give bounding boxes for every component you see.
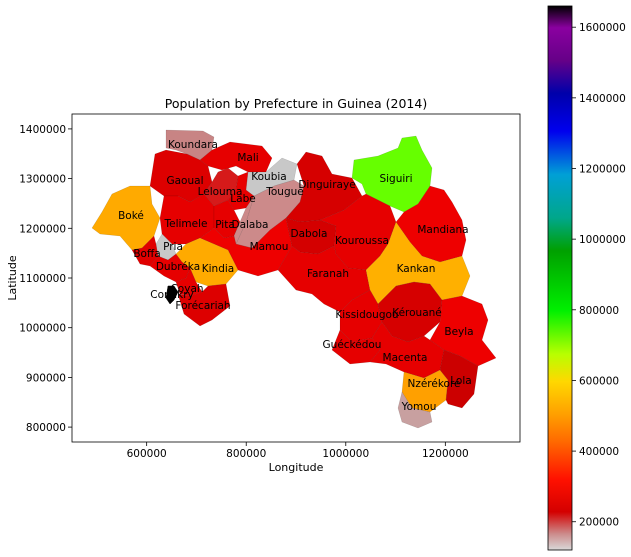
region-label-boffa: Boffa [133,248,160,260]
y-tick-label: 1100000 [19,273,66,285]
region-label-nz-r-kor-: Nzérékoré [407,378,460,390]
colorbar-tick-label: 400000 [579,446,619,458]
x-tick-label: 1200000 [422,448,469,460]
region-label-siguiri: Siguiri [379,173,412,185]
region-label-kindia: Kindia [202,263,234,275]
region-label-gu-ck-dou: Guéckédou [323,339,382,351]
colorbar-tick-label: 200000 [579,517,619,529]
y-tick-label: 800000 [26,422,66,434]
region-boffa [131,235,159,267]
region-label-macenta: Macenta [383,352,428,364]
region-conakry [165,285,179,305]
region-for-cariah [177,283,231,327]
region-label-koubia: Koubia [251,171,286,183]
region-label-beyla: Beyla [444,326,473,338]
region-beyla [429,295,497,367]
region-lola [439,349,479,409]
colorbar-tick-label: 600000 [579,375,619,387]
region-label-telimele: Telimele [164,218,208,230]
colorbar-tick-label: 1000000 [579,234,626,246]
regions-layer [91,129,497,429]
region-label-coyah: Coyah [170,283,203,295]
y-tick-label: 1000000 [19,323,66,335]
y-axis: 800000 900000 1000000 1100000 1200000 1300000… [19,124,72,434]
region-label-labe: Labe [230,193,255,205]
region-yomou [397,391,433,429]
region-label-kissidougou: Kissidougou [335,309,398,321]
region-label-pria: Pria [163,241,183,253]
region-label-conakry: Conakry [150,289,193,301]
region-label-lelouma: Lelouma [198,186,243,198]
region-label-mali: Mali [237,152,258,164]
chart-title: Population by Prefecture in Guinea (2014… [165,96,427,111]
y-axis-label: Latitude [6,255,19,301]
region-label-k-rouan-: Kérouané [392,307,442,319]
colorbar-ticks: 200000 400000 600000 800000 1000000 1200000 14… [572,22,626,529]
region-label-for-cariah: Forécariah [175,300,230,312]
colorbar-tick-label: 1600000 [579,22,626,34]
region-label-dubr-ka: Dubréka [156,261,200,273]
region-label-tougue: Tougue [265,186,304,198]
x-tick-label: 1000000 [322,448,369,460]
region-label-mamou: Mamou [250,241,289,253]
y-tick-label: 900000 [26,372,66,384]
colorbar-tick-label: 1400000 [579,93,626,105]
region-label-dinguiraye: Dinguiraye [298,179,355,191]
colorbar-gradient [547,5,573,551]
region-label-gaoual: Gaoual [166,175,203,187]
region-mamou [199,217,293,277]
y-tick-label: 1400000 [19,124,66,136]
region-label-dalaba: Dalaba [232,219,269,231]
region-coyah [175,267,203,297]
region-label-dabola: Dabola [291,228,328,240]
y-tick-label: 1200000 [19,223,66,235]
x-tick-label: 800000 [226,448,266,460]
colorbar-tick-label: 1200000 [579,163,626,175]
region-label-kankan: Kankan [397,263,436,275]
region-label-faranah: Faranah [307,268,349,280]
region-label-pita: Pita [215,219,235,231]
y-tick-label: 1300000 [19,174,66,186]
region-label-mandiana: Mandiana [417,224,468,236]
x-axis-label: Longitude [269,461,324,474]
x-tick-label: 600000 [127,448,167,460]
region-dubr-ka [149,253,191,283]
region-label-kouroussa: Kouroussa [335,235,389,247]
region-label-yomou: Yomou [401,401,437,413]
region-label-lola: Lola [450,375,471,387]
x-axis: 600000 800000 1000000 1200000 [127,442,469,460]
region-label-koundara: Koundara [168,139,218,151]
colorbar: 200000 400000 600000 800000 1000000 1200000 14… [547,5,626,551]
region-label-bok-: Boké [118,210,144,222]
region-labe [227,171,255,211]
colorbar-tick-label: 800000 [579,305,619,317]
